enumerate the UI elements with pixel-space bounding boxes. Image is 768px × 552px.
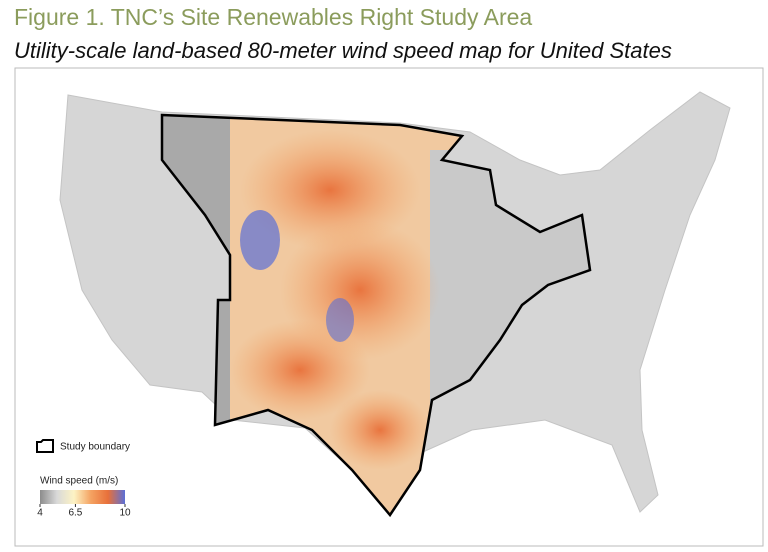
study-boundary <box>160 113 592 518</box>
colorbar <box>40 490 125 504</box>
colorbar-tick-label: 6.5 <box>68 508 82 519</box>
colorbar-tick-label: 10 <box>119 508 131 519</box>
boundary-legend-label: Study boundary <box>60 442 130 453</box>
figure-subtitle: Utility-scale land-based 80-meter wind s… <box>14 38 672 63</box>
colorbar-tick-label: 4 <box>37 508 43 519</box>
boundary-legend-icon <box>36 439 54 453</box>
colorbar-title: Wind speed (m/s) <box>40 476 118 487</box>
figure-title: Figure 1. TNC’s Site Renewables Right St… <box>14 4 533 30</box>
